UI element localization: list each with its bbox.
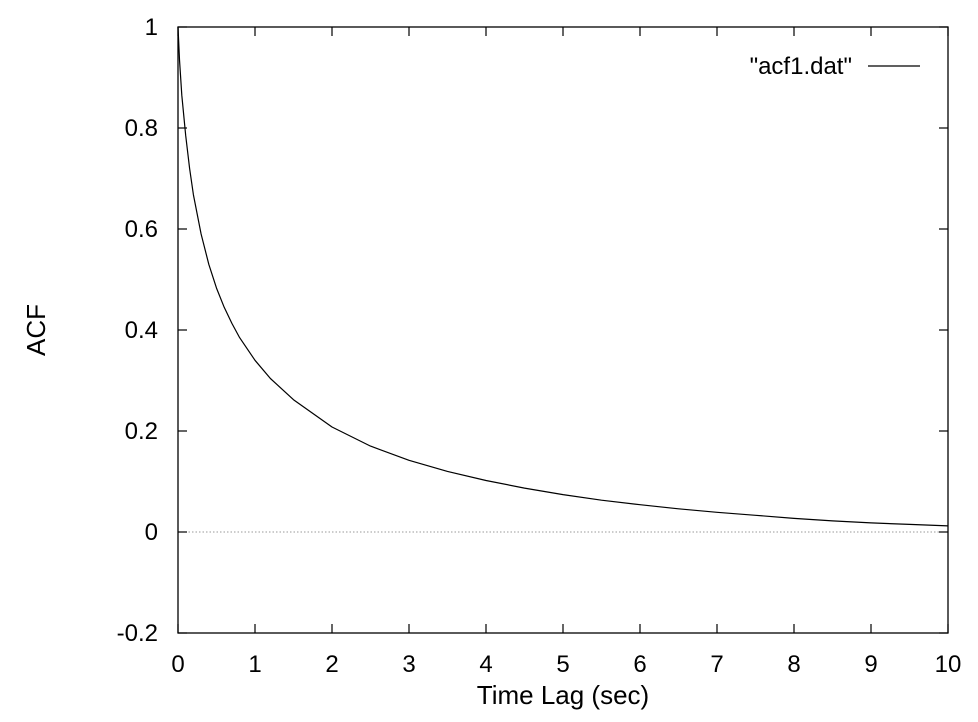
y-tick-label: 1 [145,14,158,41]
x-tick-label: 10 [935,651,962,678]
y-tick-label: 0.8 [125,115,158,142]
x-tick-label: 6 [633,651,646,678]
legend-label: "acf1.dat" [750,53,852,80]
x-tick-label: 7 [710,651,723,678]
plot-frame [177,26,949,634]
x-tick-label: 4 [479,651,492,678]
y-tick-label: 0.4 [125,317,158,344]
x-axis-title: Time Lag (sec) [477,680,649,710]
y-tick-label: 0 [145,519,158,546]
y-axis-title: ACF [21,304,51,356]
x-tick-label: 2 [325,651,338,678]
x-tick-label: 0 [171,651,184,678]
legend: "acf1.dat" [750,53,920,80]
x-tick-label: 5 [556,651,569,678]
x-tick-label: 1 [248,651,261,678]
y-tick-label: 0.6 [125,216,158,243]
y-tick-label: -0.2 [117,620,158,647]
x-tick-label: 8 [787,651,800,678]
x-tick-label: 9 [864,651,877,678]
series-line-acf1 [177,26,949,527]
y-tick-label: 0.2 [125,418,158,445]
x-tick-label: 3 [402,651,415,678]
